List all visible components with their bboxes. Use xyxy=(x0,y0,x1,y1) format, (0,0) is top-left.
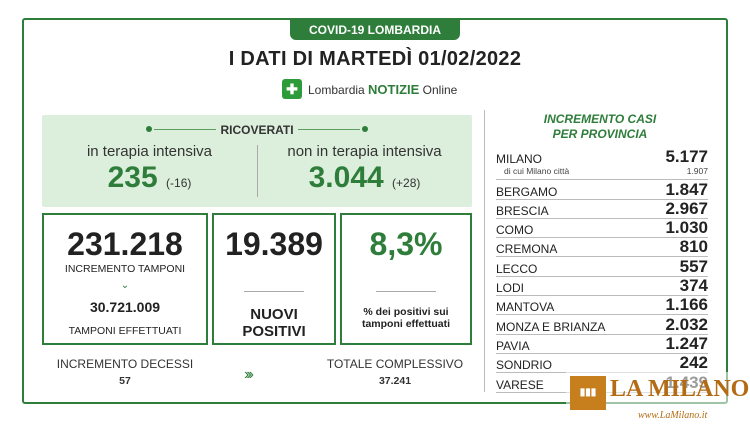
divider xyxy=(244,291,304,292)
province-name: SONDRIO xyxy=(496,358,553,373)
decessi-label: INCREMENTO DECESSI xyxy=(56,357,194,371)
vertical-divider xyxy=(484,110,485,392)
province-list: MILANO 5.177 di cui Milano città 1.907 B… xyxy=(496,147,708,393)
decessi-stat: INCREMENTO DECESSI 57 xyxy=(42,357,208,387)
province-name: MILANO xyxy=(496,152,543,167)
positivi-value: 19.389 xyxy=(225,226,323,262)
decessi-total-label: TOTALE COMPLESSIVO xyxy=(326,357,464,371)
header-tab: COVID-19 LOMBARDIA xyxy=(290,20,460,40)
intensiva-label: in terapia intensiva xyxy=(86,143,213,160)
province-name: BRESCIA xyxy=(496,203,549,218)
positivi-label-2: POSITIVI xyxy=(242,323,306,340)
non-intensiva-delta: (+28) xyxy=(392,176,421,190)
positivi-box: 19.389 NUOVI POSITIVI xyxy=(212,213,336,345)
province-value: 5.177 xyxy=(665,147,708,167)
non-intensiva-stat: non in terapia intensiva 3.044 (+28) xyxy=(257,143,472,201)
province-name: MANTOVA xyxy=(496,300,555,315)
province-row: SONDRIO 242 xyxy=(496,353,708,374)
province-name: LECCO xyxy=(496,261,538,276)
province-value: 810 xyxy=(679,237,708,257)
ricoverati-panel: RICOVERATI in terapia intensiva 235 (-16… xyxy=(42,115,472,207)
page-title: I DATI DI MARTEDÌ 01/02/2022 xyxy=(228,48,522,70)
tamponi-box: 231.218 INCREMENTO TAMPONI ⌄ 30.721.009 … xyxy=(42,213,208,345)
province-row-milano: MILANO 5.177 xyxy=(496,147,708,167)
province-name: PAVIA xyxy=(496,338,530,353)
province-value: 1.166 xyxy=(665,295,708,315)
province-value: 374 xyxy=(679,276,708,296)
decessi-total-value: 37.241 xyxy=(378,375,412,387)
province-row: BRESCIA 2.967 xyxy=(496,198,708,219)
percentuale-label-2: tamponi effettuati xyxy=(361,318,451,330)
tamponi-total: 30.721.009 xyxy=(89,299,161,315)
dot-icon xyxy=(362,126,368,132)
watermark-name: LA MILANO xyxy=(610,376,750,402)
decessi-total-stat: TOTALE COMPLESSIVO 37.241 xyxy=(312,357,478,387)
province-row: COMO 1.030 xyxy=(496,218,708,239)
province-name: VARESE xyxy=(496,377,544,392)
tamponi-value: 231.218 xyxy=(67,226,183,262)
milano-citta-label: di cui Milano città xyxy=(504,166,570,177)
divider xyxy=(154,129,216,130)
province-name: BERGAMO xyxy=(496,184,558,199)
province-name: LODI xyxy=(496,281,525,296)
province-name: CREMONA xyxy=(496,242,558,257)
vertical-divider xyxy=(257,145,258,197)
watermark: ▮▮▮ LA MILANO www.LaMilano.it xyxy=(566,372,750,430)
arrows-right-icon: ››› xyxy=(244,366,254,383)
decessi-value: 57 xyxy=(119,375,131,387)
watermark-url: www.LaMilano.it xyxy=(638,410,708,421)
milano-citta-row: di cui Milano città 1.907 xyxy=(496,166,708,181)
non-intensiva-value: 3.044 (+28) xyxy=(308,161,421,194)
watermark-logo-icon: ▮▮▮ xyxy=(570,376,606,410)
dot-icon xyxy=(146,126,152,132)
percentuale-label-1: % dei positivi sui xyxy=(363,306,449,318)
province-row: PAVIA 1.247 xyxy=(496,333,708,354)
milano-citta-value: 1.907 xyxy=(686,166,708,177)
province-value: 1.030 xyxy=(665,218,708,238)
province-value: 1.247 xyxy=(665,333,708,353)
province-row: MONZA E BRIANZA 2.032 xyxy=(496,314,708,335)
province-name: COMO xyxy=(496,223,534,238)
province-row: LECCO 557 xyxy=(496,256,708,277)
chevron-down-icon: ⌄ xyxy=(120,280,130,291)
percentuale-box: 8,3% % dei positivi sui tamponi effettua… xyxy=(340,213,472,345)
province-title: INCREMENTO CASI PER PROVINCIA xyxy=(543,112,657,141)
province-value: 242 xyxy=(679,353,708,373)
divider xyxy=(376,291,436,292)
tamponi-total-label: TAMPONI EFFETTUATI xyxy=(68,325,182,337)
province-value: 2.032 xyxy=(665,314,708,334)
province-row: MANTOVA 1.166 xyxy=(496,295,708,316)
brand: ✚ Lombardia NOTIZIE Online xyxy=(282,78,457,100)
positivi-label-1: NUOVI xyxy=(250,306,298,323)
intensiva-stat: in terapia intensiva 235 (-16) xyxy=(42,143,257,201)
province-value: 557 xyxy=(679,256,708,276)
brand-name: Lombardia NOTIZIE Online xyxy=(308,81,458,97)
non-intensiva-label: non in terapia intensiva xyxy=(287,143,442,160)
province-name: MONZA E BRIANZA xyxy=(496,319,606,334)
province-value: 1.847 xyxy=(665,179,708,199)
province-value: 2.967 xyxy=(665,198,708,218)
percentuale-value: 8,3% xyxy=(369,226,443,262)
province-row: BERGAMO 1.847 xyxy=(496,179,708,200)
province-row: CREMONA 810 xyxy=(496,237,708,258)
intensiva-value: 235 (-16) xyxy=(107,161,192,194)
divider xyxy=(298,129,360,130)
cross-logo-icon: ✚ xyxy=(282,79,302,99)
tamponi-label: INCREMENTO TAMPONI xyxy=(64,263,186,275)
ricoverati-title: RICOVERATI xyxy=(220,123,294,137)
province-row: LODI 374 xyxy=(496,276,708,297)
intensiva-delta: (-16) xyxy=(166,176,192,190)
